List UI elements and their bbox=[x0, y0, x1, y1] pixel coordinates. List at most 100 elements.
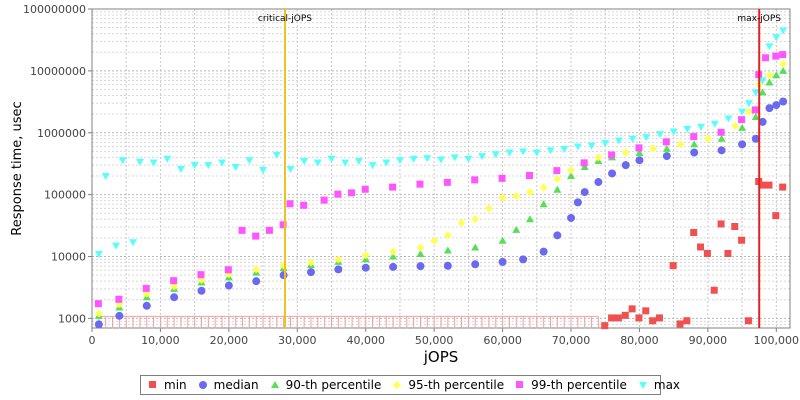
data-point bbox=[560, 145, 569, 153]
data-point bbox=[368, 162, 377, 170]
data-point bbox=[484, 204, 493, 213]
series-max bbox=[94, 27, 788, 258]
data-point bbox=[751, 112, 760, 120]
data-point bbox=[471, 260, 480, 269]
data-point bbox=[765, 71, 774, 80]
legend-item: max bbox=[637, 378, 680, 392]
data-point bbox=[649, 317, 657, 325]
data-point bbox=[628, 135, 637, 143]
data-point bbox=[724, 115, 733, 123]
data-point bbox=[655, 314, 663, 322]
data-point bbox=[532, 149, 541, 157]
data-point bbox=[669, 262, 677, 270]
legend-marker bbox=[393, 381, 402, 389]
data-point bbox=[498, 193, 507, 202]
data-point bbox=[539, 200, 548, 208]
data-point bbox=[573, 143, 582, 151]
data-point bbox=[621, 311, 629, 319]
data-point bbox=[170, 282, 179, 291]
data-point bbox=[635, 314, 643, 322]
legend-marker bbox=[638, 382, 647, 389]
data-point bbox=[512, 225, 521, 233]
data-point bbox=[779, 97, 788, 106]
data-point bbox=[662, 152, 671, 161]
x-tick-label: 10,000 bbox=[141, 334, 180, 347]
data-point bbox=[738, 116, 746, 124]
y-tick-label: 10000 bbox=[51, 251, 86, 264]
data-point bbox=[772, 101, 781, 110]
series-median bbox=[94, 97, 788, 329]
data-point bbox=[676, 140, 685, 149]
data-point bbox=[354, 157, 363, 165]
data-point bbox=[450, 154, 459, 162]
data-point bbox=[601, 140, 610, 148]
data-point bbox=[573, 198, 582, 207]
data-point bbox=[731, 121, 740, 130]
data-point bbox=[512, 192, 521, 201]
data-point bbox=[443, 246, 452, 254]
data-point bbox=[553, 167, 561, 175]
data-point bbox=[772, 212, 780, 220]
data-point bbox=[457, 218, 466, 227]
data-point bbox=[389, 252, 398, 260]
data-point bbox=[683, 317, 691, 325]
data-point bbox=[519, 255, 528, 264]
legend-label: 99-th percentile bbox=[531, 378, 627, 392]
data-point bbox=[129, 239, 138, 247]
data-point bbox=[635, 144, 643, 152]
x-tick-label: 80,000 bbox=[620, 334, 659, 347]
data-point bbox=[306, 258, 315, 267]
data-point bbox=[361, 251, 370, 260]
data-point bbox=[697, 243, 705, 251]
data-point bbox=[703, 249, 711, 257]
x-tick-label: 70,000 bbox=[552, 334, 591, 347]
legend-label: min bbox=[164, 378, 187, 392]
legend-item: 95-th percentile bbox=[391, 378, 504, 392]
x-tick-label: 50,000 bbox=[415, 334, 454, 347]
data-point bbox=[567, 166, 576, 175]
data-point bbox=[361, 263, 370, 272]
data-point bbox=[190, 162, 199, 170]
data-point bbox=[443, 231, 452, 240]
data-point bbox=[621, 161, 630, 170]
data-point bbox=[279, 271, 288, 280]
data-point bbox=[94, 309, 103, 318]
data-point bbox=[738, 236, 746, 244]
data-point bbox=[252, 277, 261, 286]
legend-marker-shape bbox=[393, 381, 402, 389]
data-point bbox=[272, 151, 281, 159]
axes: 0 10,000 20,000 30,000 40,000 50,000 60,000 70,… bbox=[23, 3, 799, 347]
data-point bbox=[779, 27, 788, 35]
data-point bbox=[751, 134, 760, 143]
data-point bbox=[758, 77, 767, 85]
data-point bbox=[683, 126, 692, 134]
data-point bbox=[724, 249, 732, 257]
data-point bbox=[430, 236, 439, 245]
legend-label: max bbox=[653, 378, 681, 392]
data-point bbox=[567, 172, 576, 180]
y-tick-label: 1000000 bbox=[37, 127, 86, 140]
data-point bbox=[231, 163, 240, 171]
data-point bbox=[423, 155, 432, 163]
data-point bbox=[662, 138, 670, 146]
data-point bbox=[170, 293, 179, 302]
data-point bbox=[717, 146, 726, 155]
data-point bbox=[717, 128, 725, 136]
data-point bbox=[252, 265, 261, 274]
y-tick-label: 1000 bbox=[58, 312, 86, 325]
data-point bbox=[690, 148, 699, 157]
data-point bbox=[389, 262, 398, 271]
y-tick-label: 100000 bbox=[44, 189, 86, 202]
data-point bbox=[525, 172, 533, 180]
data-point bbox=[731, 223, 739, 231]
legend-marker-shape bbox=[198, 381, 207, 389]
data-point bbox=[553, 185, 562, 193]
data-point bbox=[149, 159, 158, 167]
data-point bbox=[218, 159, 227, 167]
data-point bbox=[697, 123, 706, 131]
data-point bbox=[416, 243, 425, 252]
data-point bbox=[772, 52, 780, 60]
data-point bbox=[176, 165, 185, 173]
data-point bbox=[111, 242, 120, 250]
x-tick-label: 60,000 bbox=[483, 334, 522, 347]
